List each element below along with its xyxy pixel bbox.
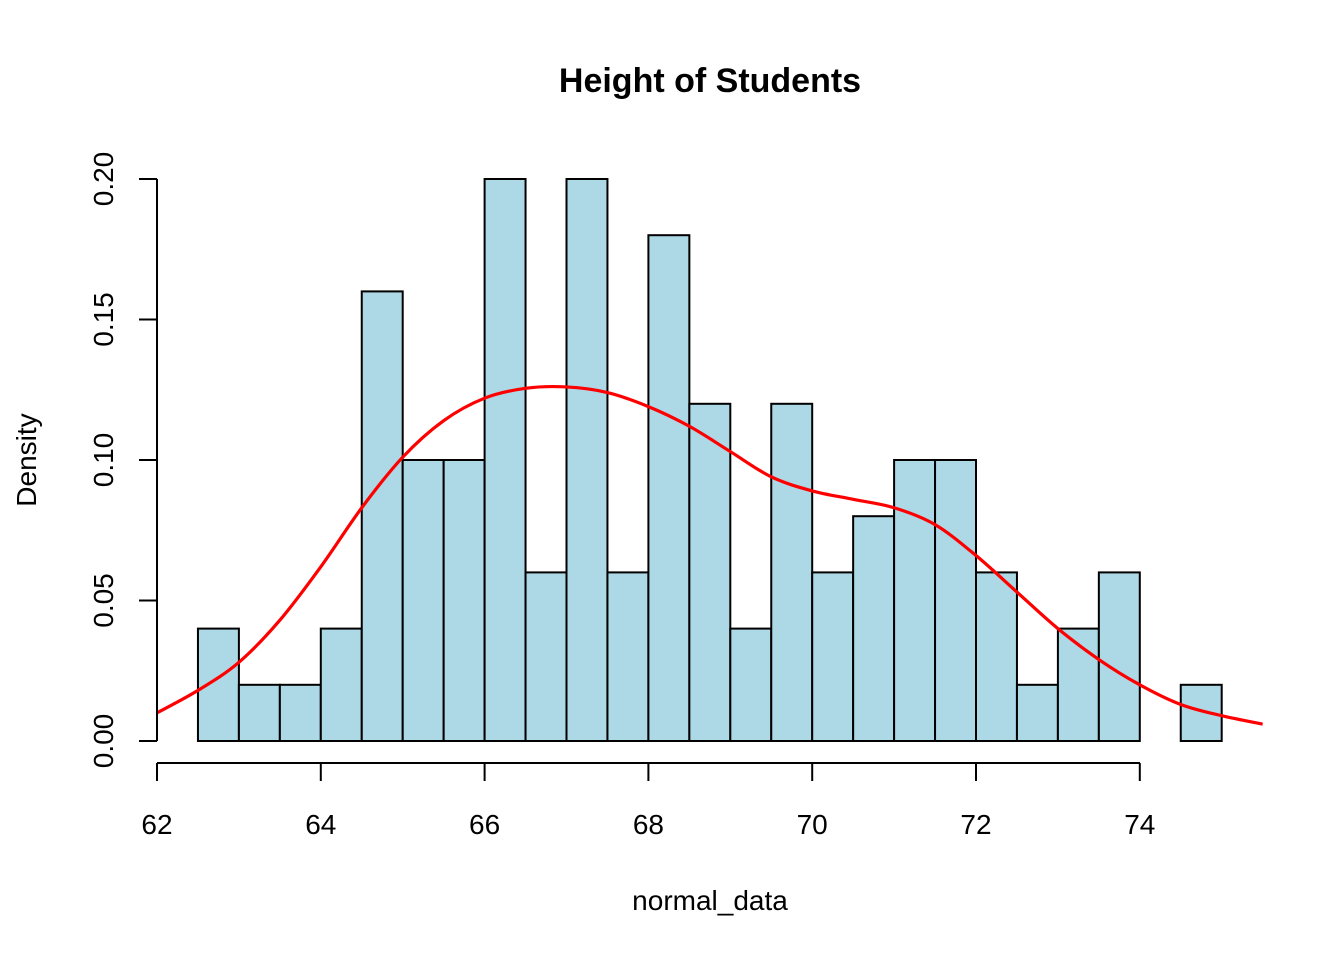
x-tick-label-2: 66	[469, 809, 500, 840]
histogram-bar-16	[852, 515, 896, 743]
histogram-bar-4	[360, 290, 404, 742]
density-curve	[156, 384, 1263, 726]
histogram-bar-21	[1056, 627, 1100, 742]
x-tick-label-6: 74	[1124, 809, 1155, 840]
histogram-bars	[196, 178, 1223, 743]
histogram-bar-2	[278, 683, 322, 742]
histogram-bar-10	[606, 571, 650, 743]
histogram-bar-18	[934, 459, 977, 742]
histogram-bar-15	[811, 571, 855, 743]
histogram-bar-6	[442, 459, 486, 742]
x-axis: 62 64 66 68 70 72 74	[141, 762, 1155, 840]
chart-title: Height of Students	[559, 62, 861, 100]
x-axis-label: normal_data	[632, 885, 788, 916]
x-tick-label-3: 68	[633, 809, 664, 840]
y-tick-label-1: 0.05	[88, 573, 119, 628]
x-axis-ticks: 62 64 66 68 70 72 74	[141, 763, 1155, 840]
histogram-bar-9	[565, 178, 609, 742]
y-tick-label-0: 0.00	[88, 714, 119, 769]
y-axis: 0.00 0.05 0.10 0.15 0.20	[88, 152, 158, 769]
histogram-bar-11	[647, 234, 691, 742]
histogram-bar-3	[319, 627, 363, 742]
histogram-bar-7	[483, 178, 527, 742]
histogram-bar-17	[893, 459, 937, 742]
histogram-bar-5	[401, 459, 445, 742]
y-tick-label-3: 0.15	[88, 292, 119, 347]
y-axis-ticks: 0.00 0.05 0.10 0.15 0.20	[88, 152, 157, 769]
y-tick-label-2: 0.10	[88, 433, 119, 488]
histogram-bar-1	[237, 683, 281, 742]
histogram-bar-19	[975, 571, 1018, 743]
histogram-bar-20	[1015, 683, 1059, 742]
histogram-bar-22	[1097, 571, 1141, 743]
histogram-bar-13	[729, 627, 773, 742]
histogram-bar-12	[688, 402, 732, 742]
y-axis-label: Density	[11, 413, 42, 506]
histogram-bar-8	[524, 571, 568, 743]
x-tick-label-5: 72	[960, 809, 991, 840]
y-tick-label-4: 0.20	[88, 152, 119, 207]
x-tick-label-0: 62	[141, 809, 172, 840]
x-tick-label-1: 64	[305, 809, 336, 840]
histogram-bar-14	[770, 402, 814, 742]
x-tick-label-4: 70	[797, 809, 828, 840]
